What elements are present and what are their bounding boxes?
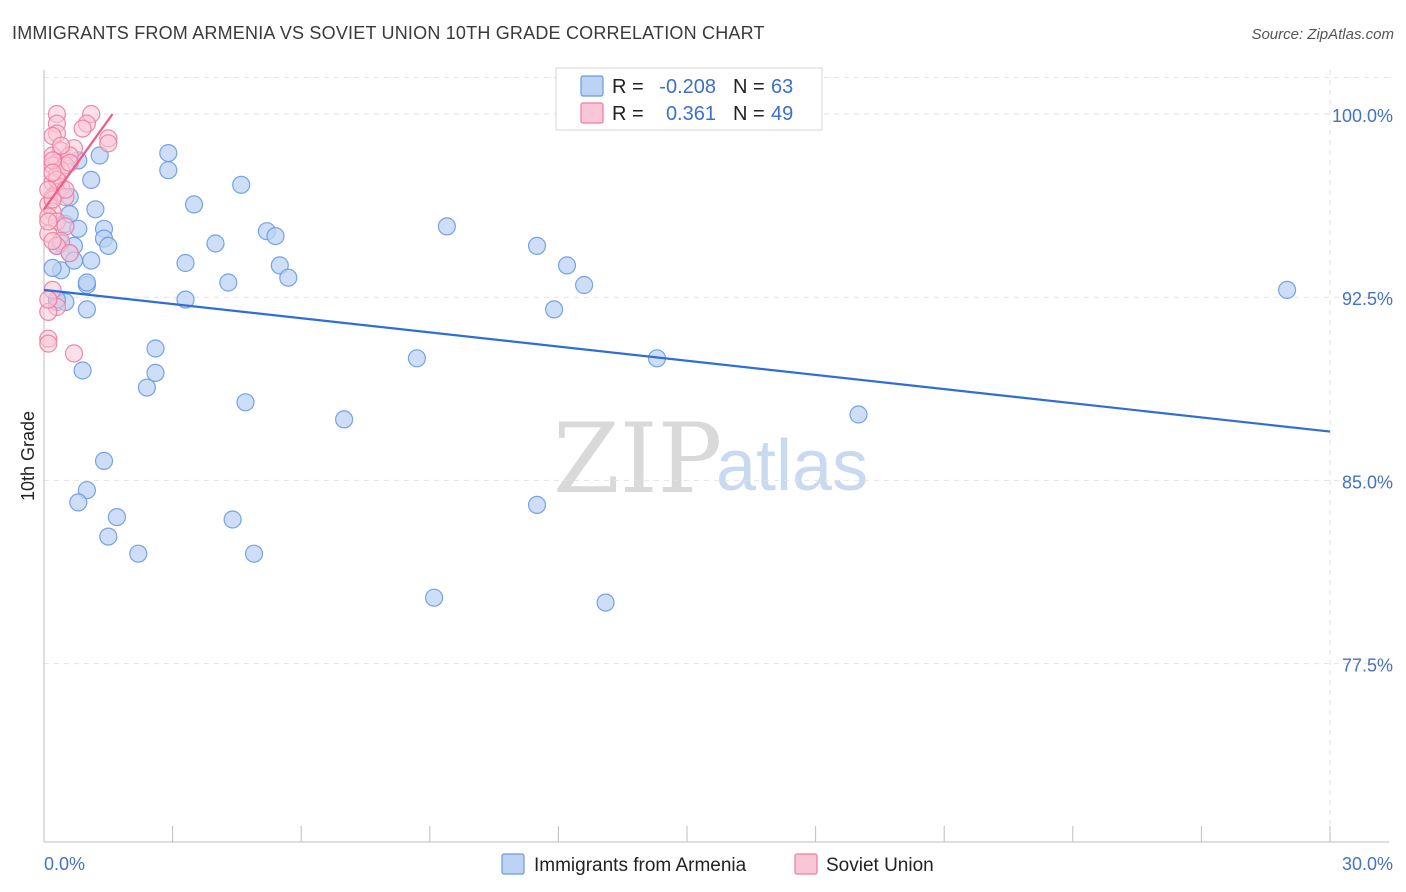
point-soviet-46: [43, 163, 62, 182]
point-soviet-41: [39, 212, 58, 231]
bottom-legend-label-soviet: Soviet Union: [826, 855, 934, 876]
data-points: [39, 104, 1297, 612]
point-armenia-51: [557, 256, 577, 275]
chart-source: Source: ZipAtlas.com: [1251, 26, 1394, 43]
point-armenia-52: [574, 275, 594, 295]
legend-swatch-soviet: [580, 102, 604, 124]
bottom-legend-label-armenia: Immigrants from Armenia: [534, 855, 747, 876]
trend-line-soviet: [43, 113, 114, 210]
point-armenia-53: [544, 300, 564, 319]
point-armenia-48: [407, 349, 426, 368]
point-armenia-36: [73, 361, 92, 380]
watermark: ZIP atlas: [553, 403, 868, 515]
legend-r-label-armenia: R =: [612, 76, 644, 98]
point-armenia-22: [159, 144, 178, 163]
point-soviet-30: [73, 119, 92, 138]
point-soviet-27: [64, 344, 84, 363]
point-armenia-55: [527, 495, 547, 514]
point-armenia-29: [146, 363, 165, 382]
point-armenia-30: [206, 234, 225, 253]
y-tick-label-3: 77.5%: [1342, 656, 1393, 676]
x-tick-label-max: 30.0%: [1342, 854, 1393, 874]
series-legend: Immigrants from Armenia Soviet Union: [501, 853, 934, 876]
point-soviet-42: [43, 231, 62, 251]
y-tick-labels: 100.0% 92.5% 85.0% 77.5%: [1332, 106, 1393, 676]
point-armenia-56: [425, 588, 444, 607]
legend-r-value-soviet: 0.361: [666, 103, 716, 125]
point-armenia-18: [99, 236, 118, 255]
legend-swatch-armenia: [580, 75, 604, 97]
point-armenia-26: [176, 253, 195, 273]
point-armenia-45: [129, 544, 148, 563]
point-armenia-28: [146, 339, 165, 358]
point-armenia-23: [159, 161, 178, 180]
legend-n-value-armenia: 63: [771, 76, 793, 98]
point-armenia-35: [279, 268, 298, 287]
legend-r-value-armenia: -0.208: [659, 76, 716, 98]
point-armenia-46: [223, 510, 242, 529]
point-armenia-32: [266, 227, 285, 246]
point-armenia-37: [137, 378, 156, 397]
point-armenia-49: [437, 217, 456, 236]
legend-n-label-soviet: N =: [733, 103, 765, 125]
point-armenia-47: [244, 544, 264, 563]
y-tick-label-0: 100.0%: [1332, 106, 1393, 126]
point-armenia-39: [335, 410, 354, 429]
y-axis-label: 10th Grade: [18, 411, 38, 501]
trend-lines: [43, 113, 1331, 433]
point-armenia-42: [69, 493, 88, 512]
point-armenia-40: [94, 451, 114, 470]
bottom-legend-swatch-armenia: [501, 853, 525, 875]
point-armenia-43: [107, 507, 127, 527]
legend-n-value-soviet: 49: [771, 103, 793, 125]
point-armenia-33: [219, 273, 238, 292]
stats-legend: R = -0.208 N = 63 R = 0.361 N = 49: [555, 67, 823, 131]
y-tick-label-1: 92.5%: [1342, 289, 1393, 309]
point-armenia-20: [82, 251, 101, 270]
trend-line-armenia: [43, 288, 1331, 433]
point-armenia-38: [236, 393, 255, 412]
y-tick-label-2: 85.0%: [1342, 472, 1393, 492]
point-armenia-27: [176, 290, 195, 309]
point-armenia-15: [86, 200, 105, 219]
watermark-atlas: atlas: [716, 426, 868, 506]
watermark-zip: ZIP: [553, 403, 722, 515]
point-soviet-32: [99, 134, 118, 153]
legend-r-label-soviet: R =: [612, 103, 644, 125]
point-armenia-24: [184, 195, 204, 214]
point-armenia-62: [43, 258, 62, 277]
bottom-legend-swatch-soviet: [794, 853, 818, 875]
legend-n-label-armenia: N =: [733, 76, 765, 98]
point-armenia-58: [849, 405, 868, 424]
x-tick-label-min: 0.0%: [44, 854, 85, 874]
point-armenia-59: [1277, 280, 1297, 299]
chart-title: IMMIGRANTS FROM ARMENIA VS SOVIET UNION …: [12, 23, 765, 43]
point-armenia-44: [99, 527, 118, 546]
point-armenia-34: [270, 256, 289, 275]
point-armenia-50: [527, 236, 547, 255]
point-armenia-25: [232, 175, 251, 194]
point-armenia-13: [82, 170, 101, 189]
point-soviet-26: [39, 334, 58, 353]
point-soviet-48: [39, 290, 58, 309]
point-soviet-44: [51, 136, 71, 155]
point-armenia-60: [77, 273, 97, 292]
point-soviet-22: [60, 244, 79, 263]
point-armenia-21: [77, 300, 97, 319]
point-soviet-45: [60, 153, 79, 172]
point-armenia-57: [596, 593, 615, 612]
